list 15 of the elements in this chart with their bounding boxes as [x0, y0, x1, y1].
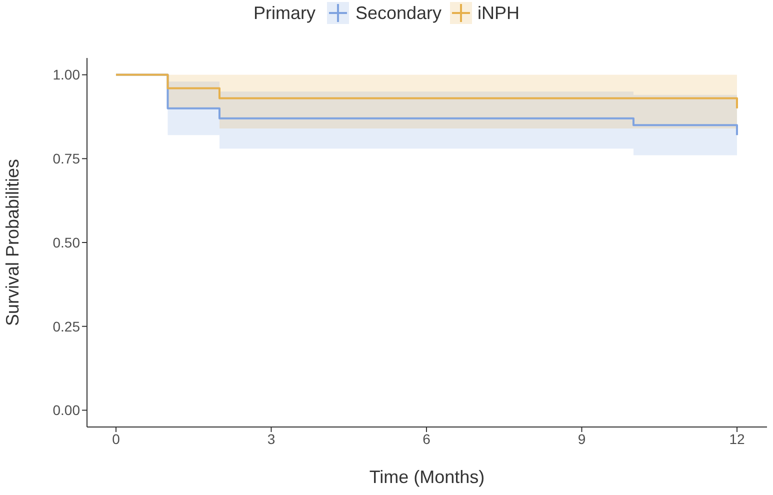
y-tick-label: 0.50 — [52, 234, 80, 250]
legend-label: iNPH — [478, 2, 520, 24]
x-tick-label: 6 — [422, 430, 431, 447]
x-tick-label: 3 — [267, 430, 276, 447]
y-axis-title: Survival Probabilities — [2, 158, 22, 326]
x-tick-label: 9 — [578, 430, 586, 447]
legend-title: Primary — [253, 2, 316, 24]
legend-label: Secondary — [355, 2, 442, 24]
x-axis-title: Time (Months) — [369, 467, 485, 487]
x-tick-label: 12 — [729, 430, 745, 447]
y-tick-label: 0.75 — [52, 150, 80, 167]
y-tick-label: 0.00 — [52, 402, 80, 418]
y-tick-label: 1.00 — [52, 66, 80, 83]
y-tick-label: 0.25 — [52, 318, 80, 334]
x-tick-label: 0 — [112, 430, 120, 447]
